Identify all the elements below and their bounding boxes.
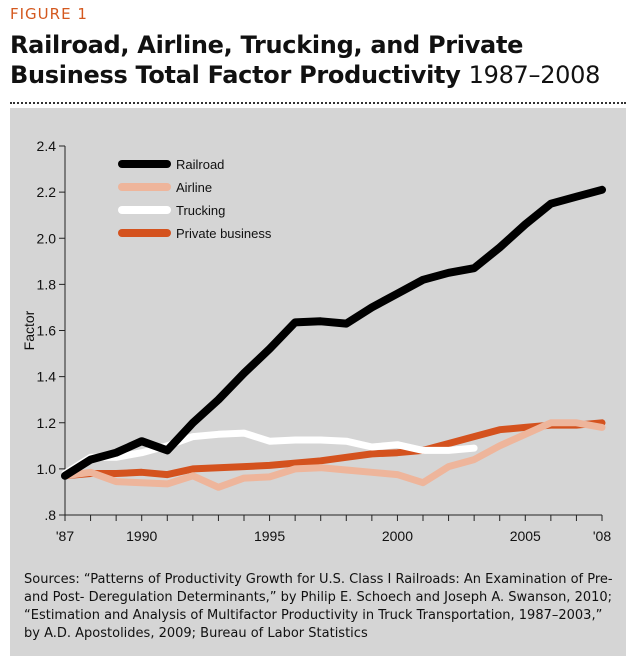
y-tick-label: 1.2 [37, 415, 57, 431]
figure-label: FIGURE 1 [10, 5, 88, 23]
series-line-railroad [61, 185, 606, 480]
x-tick-label: 1990 [126, 528, 157, 544]
series-line-trucking [61, 429, 478, 477]
chart-title: Railroad, Airline, Trucking, and Private… [10, 30, 630, 90]
x-tick-label: '87 [56, 528, 74, 544]
sources-note: Sources: “Patterns of Productivity Growt… [24, 572, 613, 641]
dotted-divider [10, 102, 626, 104]
chart-title-years: 1987–2008 [468, 61, 601, 89]
y-tick-label: .8 [44, 507, 56, 523]
legend-label-airline: Airline [176, 180, 212, 195]
chart-panel [10, 108, 626, 656]
chart-legend: Railroad Airline Trucking Private business [118, 157, 272, 241]
series-line-airline [61, 419, 606, 491]
productivity-line-chart: .8 1.0 1.2 1.4 1.6 1.8 2.0 2.2 2.4 '87 1990 1995 200… [21, 138, 611, 544]
y-tick-label: 1.6 [37, 323, 57, 339]
series-line-private-business [61, 419, 606, 480]
x-tick-label: 2005 [510, 528, 541, 544]
y-tick-label: 2.2 [37, 184, 57, 200]
legend-label-private-business: Private business [176, 226, 272, 241]
y-axis-label: Factor [21, 310, 37, 350]
y-tick-label: 1.4 [37, 369, 57, 385]
y-tick-label: 1.8 [37, 276, 57, 292]
y-tick-label: 2.4 [37, 138, 57, 154]
chart-axes: .8 1.0 1.2 1.4 1.6 1.8 2.0 2.2 2.4 '87 1990 1995 200… [21, 138, 611, 544]
chart-series [61, 185, 606, 491]
chart-title-main: Railroad, Airline, Trucking, and Private… [10, 31, 524, 89]
y-tick-label: 1.0 [37, 461, 57, 477]
x-tick-label: '08 [593, 528, 611, 544]
x-tick-label: 2000 [382, 528, 413, 544]
x-tick-label: 1995 [254, 528, 285, 544]
y-tick-label: 2.0 [37, 230, 57, 246]
legend-label-railroad: Railroad [176, 157, 224, 172]
legend-label-trucking: Trucking [176, 203, 225, 218]
